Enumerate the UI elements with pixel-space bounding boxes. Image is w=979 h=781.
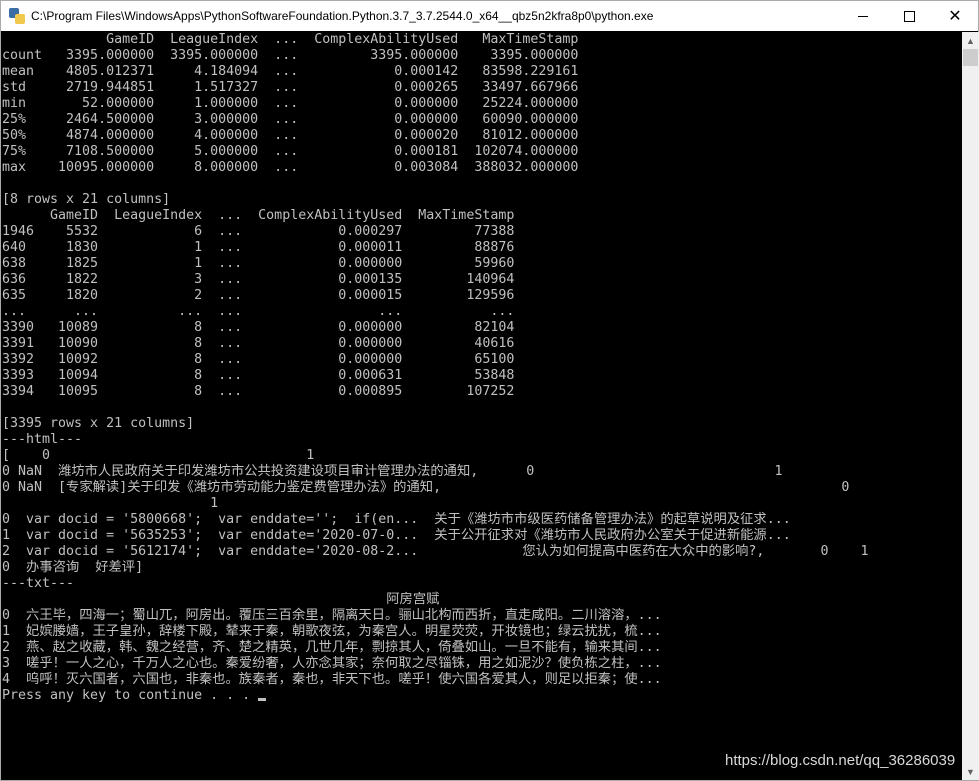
console-line: 0 NaN 潍坊市人民政府关于印发潍坊市公共投资建设项目审计管理办法的通知, 0… bbox=[2, 464, 962, 480]
console-line-text: mean 4805.012371 4.184094 ... 0.000142 8… bbox=[2, 64, 579, 79]
console-line: 636 1822 3 ... 0.000135 140964 bbox=[2, 272, 962, 288]
console-line: GameID LeagueIndex ... ComplexAbilityUse… bbox=[2, 208, 962, 224]
watermark: https://blog.csdn.net/qq_36286039 bbox=[725, 752, 956, 769]
console-line: 1 var docid = '5635253'; var enddate='20… bbox=[2, 528, 962, 544]
console-line-text: [8 rows x 21 columns] bbox=[2, 192, 171, 207]
console-line: ---html--- bbox=[2, 432, 962, 448]
console-line-text: 0 六王毕，四海一；蜀山兀，阿房出。覆压三百余里，隔离天日。骊山北构而西折，直走… bbox=[2, 608, 662, 623]
console-line-text: 25% 2464.500000 3.000000 ... 0.000000 60… bbox=[2, 112, 579, 127]
console-line: Press any key to continue . . . bbox=[2, 688, 962, 704]
console-line bbox=[2, 400, 962, 416]
console-line: count 3395.000000 3395.000000 ... 3395.0… bbox=[2, 48, 962, 64]
console-line-text: 4 呜呼！灭六国者，六国也，非秦也。族秦者，秦也，非天下也。嗟乎！使六国各爱其人… bbox=[2, 672, 662, 687]
console-line-text: [3395 rows x 21 columns] bbox=[2, 416, 195, 431]
console-line-text: GameID LeagueIndex ... ComplexAbilityUse… bbox=[2, 208, 515, 223]
maximize-button[interactable] bbox=[886, 1, 932, 31]
console-line: 0 NaN [专家解读]关于印发《潍坊市劳动能力鉴定费管理办法》的通知, 0 bbox=[2, 480, 962, 496]
console-line-text: 636 1822 3 ... 0.000135 140964 bbox=[2, 272, 515, 287]
console-line: 0 var docid = '5800668'; var enddate='';… bbox=[2, 512, 962, 528]
minimize-icon bbox=[858, 15, 868, 17]
console-line-text: 0 var docid = '5800668'; var enddate='';… bbox=[2, 512, 791, 527]
window-title: C:\Program Files\WindowsApps\PythonSoftw… bbox=[31, 9, 654, 23]
console-line: 3393 10094 8 ... 0.000631 53848 bbox=[2, 368, 962, 384]
console-line: 1 妃嫔媵嫱，王子皇孙，辞楼下殿，辇来于秦，朝歌夜弦，为秦宫人。明星荧荧，开妆镜… bbox=[2, 624, 962, 640]
maximize-icon bbox=[903, 10, 915, 22]
minimize-button[interactable] bbox=[840, 1, 886, 31]
console-line-text: 1 bbox=[2, 496, 219, 511]
console-output[interactable]: GameID LeagueIndex ... ComplexAbilityUse… bbox=[2, 32, 962, 780]
console-line-text: 2 燕、赵之收藏，韩、魏之经营，齐、楚之精英，几世几年，剽掠其人，倚叠如山。一旦… bbox=[2, 640, 662, 655]
console-line-text: ---html--- bbox=[2, 432, 83, 447]
console-line-text: ---txt--- bbox=[2, 576, 75, 591]
console-line: 1 bbox=[2, 496, 962, 512]
console-line: 1946 5532 6 ... 0.000297 77388 bbox=[2, 224, 962, 240]
console-line-text: count 3395.000000 3395.000000 ... 3395.0… bbox=[2, 48, 579, 63]
console-line-text: 0 办事咨询 好差评] bbox=[2, 560, 144, 575]
console-line-text: GameID LeagueIndex ... ComplexAbilityUse… bbox=[2, 32, 579, 47]
console-line: 635 1820 2 ... 0.000015 129596 bbox=[2, 288, 962, 304]
console-line: 3 嗟乎！一人之心，千万人之心也。秦爱纷奢，人亦念其家；奈何取之尽锱铢，用之如泥… bbox=[2, 656, 962, 672]
console-line: 640 1830 1 ... 0.000011 88876 bbox=[2, 240, 962, 256]
console-line: 50% 4874.000000 4.000000 ... 0.000020 81… bbox=[2, 128, 962, 144]
console-line: [8 rows x 21 columns] bbox=[2, 192, 962, 208]
console-line-text: 3391 10090 8 ... 0.000000 40616 bbox=[2, 336, 515, 351]
console-line-text: 640 1830 1 ... 0.000011 88876 bbox=[2, 240, 515, 255]
console-line-text: 1 妃嫔媵嫱，王子皇孙，辞楼下殿，辇来于秦，朝歌夜弦，为秦宫人。明星荧荧，开妆镜… bbox=[2, 624, 662, 639]
console-line-text: min 52.000000 1.000000 ... 0.000000 2522… bbox=[2, 96, 579, 111]
console-line: 638 1825 1 ... 0.000000 59960 bbox=[2, 256, 962, 272]
console-line-text: 1 var docid = '5635253'; var enddate='20… bbox=[2, 528, 791, 543]
scroll-up-arrow-icon[interactable]: ▲ bbox=[966, 35, 975, 46]
console-line: 阿房宫赋 bbox=[2, 592, 962, 608]
console-line: 2 var docid = '5612174'; var enddate='20… bbox=[2, 544, 962, 560]
console-line-text: 3390 10089 8 ... 0.000000 82104 bbox=[2, 320, 515, 335]
console-line-text: 3393 10094 8 ... 0.000631 53848 bbox=[2, 368, 515, 383]
console-line: 0 办事咨询 好差评] bbox=[2, 560, 962, 576]
console-line: 0 六王毕，四海一；蜀山兀，阿房出。覆压三百余里，隔离天日。骊山北构而西折，直走… bbox=[2, 608, 962, 624]
console-line: 4 呜呼！灭六国者，六国也，非秦也。族秦者，秦也，非天下也。嗟乎！使六国各爱其人… bbox=[2, 672, 962, 688]
console-line-text: 0 NaN [专家解读]关于印发《潍坊市劳动能力鉴定费管理办法》的通知, 0 bbox=[2, 480, 850, 495]
console-line: min 52.000000 1.000000 ... 0.000000 2522… bbox=[2, 96, 962, 112]
console-line: 75% 7108.500000 5.000000 ... 0.000181 10… bbox=[2, 144, 962, 160]
console-line: mean 4805.012371 4.184094 ... 0.000142 8… bbox=[2, 64, 962, 80]
console-line: std 2719.944851 1.517327 ... 0.000265 33… bbox=[2, 80, 962, 96]
title-bar[interactable]: C:\Program Files\WindowsApps\PythonSoftw… bbox=[1, 1, 978, 31]
console-line-text: [ 0 1 bbox=[2, 448, 315, 463]
console-line: [3395 rows x 21 columns] bbox=[2, 416, 962, 432]
console-line: ... ... ... ... ... ... bbox=[2, 304, 962, 320]
console-line: 3392 10092 8 ... 0.000000 65100 bbox=[2, 352, 962, 368]
console-line-text: std 2719.944851 1.517327 ... 0.000265 33… bbox=[2, 80, 579, 95]
console-line-text: 75% 7108.500000 5.000000 ... 0.000181 10… bbox=[2, 144, 579, 159]
console-line: GameID LeagueIndex ... ComplexAbilityUse… bbox=[2, 32, 962, 48]
console-line-text: 3 嗟乎！一人之心，千万人之心也。秦爱纷奢，人亦念其家；奈何取之尽锱铢，用之如泥… bbox=[2, 656, 662, 671]
console-line-text: 638 1825 1 ... 0.000000 59960 bbox=[2, 256, 515, 271]
console-line bbox=[2, 176, 962, 192]
console-line-text: 3392 10092 8 ... 0.000000 65100 bbox=[2, 352, 515, 367]
console-line-text: 635 1820 2 ... 0.000015 129596 bbox=[2, 288, 515, 303]
console-line: 3391 10090 8 ... 0.000000 40616 bbox=[2, 336, 962, 352]
console-line-text: 1946 5532 6 ... 0.000297 77388 bbox=[2, 224, 515, 239]
console-line-text: 2 var docid = '5612174'; var enddate='20… bbox=[2, 544, 869, 559]
close-button[interactable]: ✕ bbox=[932, 1, 978, 31]
console-line: [ 0 1 bbox=[2, 448, 962, 464]
console-line-text: 0 NaN 潍坊市人民政府关于印发潍坊市公共投资建设项目审计管理办法的通知, 0… bbox=[2, 464, 783, 479]
close-icon: ✕ bbox=[948, 8, 962, 25]
console-line: 3390 10089 8 ... 0.000000 82104 bbox=[2, 320, 962, 336]
scroll-down-arrow-icon[interactable]: ▼ bbox=[966, 766, 975, 777]
console-line-text: 50% 4874.000000 4.000000 ... 0.000020 81… bbox=[2, 128, 579, 143]
console-line-text: ... ... ... ... ... ... bbox=[2, 304, 515, 319]
vertical-scrollbar[interactable]: ▲ ▼ bbox=[962, 32, 979, 780]
console-line: 25% 2464.500000 3.000000 ... 0.000000 60… bbox=[2, 112, 962, 128]
console-line-text: 阿房宫赋 bbox=[2, 592, 440, 607]
python-icon bbox=[9, 8, 25, 24]
console-line: 3394 10095 8 ... 0.000895 107252 bbox=[2, 384, 962, 400]
console-line: ---txt--- bbox=[2, 576, 962, 592]
console-line-text: Press any key to continue . . . bbox=[2, 688, 259, 703]
console-line: max 10095.000000 8.000000 ... 0.003084 3… bbox=[2, 160, 962, 176]
console-line: 2 燕、赵之收藏，韩、魏之经营，齐、楚之精英，几世几年，剽掠其人，倚叠如山。一旦… bbox=[2, 640, 962, 656]
console-line-text: max 10095.000000 8.000000 ... 0.003084 3… bbox=[2, 160, 579, 175]
console-line-text: 3394 10095 8 ... 0.000895 107252 bbox=[2, 384, 515, 399]
scrollbar-thumb[interactable] bbox=[963, 49, 978, 66]
text-cursor bbox=[258, 698, 267, 701]
